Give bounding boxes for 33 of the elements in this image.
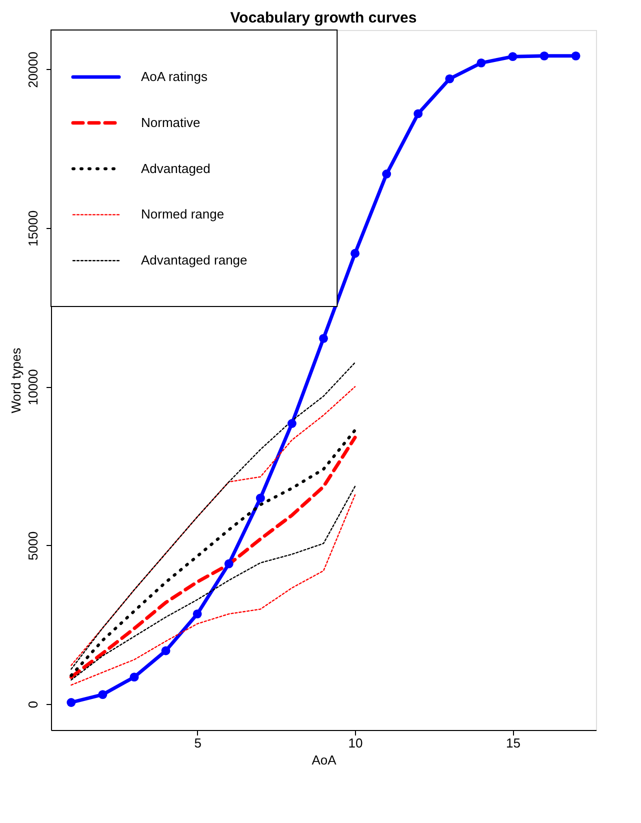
- point: [414, 109, 423, 118]
- legend-label: Advantaged: [141, 160, 210, 176]
- y-axis-title: Word types: [8, 347, 24, 414]
- x-tick-label: 15: [506, 736, 520, 750]
- y-tick-label: 5000: [26, 531, 40, 560]
- point: [192, 609, 202, 618]
- y-tick-label: 20000: [26, 52, 40, 88]
- point: [98, 690, 108, 700]
- point: [571, 51, 580, 60]
- point: [350, 248, 360, 258]
- point: [287, 419, 296, 428]
- point: [319, 334, 328, 343]
- point: [161, 646, 170, 656]
- x-axis-title: AoA: [312, 752, 337, 768]
- legend-label: AoA ratings: [141, 69, 208, 84]
- point: [66, 698, 76, 707]
- legend-label: Normative: [141, 114, 200, 130]
- point: [256, 494, 265, 503]
- y-tick-label: 10000: [26, 369, 40, 406]
- point: [224, 559, 234, 568]
- y-tick-label: 15000: [26, 210, 40, 247]
- y-tick-label: 0: [26, 700, 40, 708]
- legend-label: Normed range: [141, 206, 224, 222]
- point: [382, 170, 392, 178]
- x-tick-label: 10: [348, 736, 363, 750]
- legend-label: Advantaged range: [141, 252, 248, 268]
- point: [476, 58, 486, 68]
- point: [130, 672, 139, 682]
- point: [508, 52, 518, 62]
- chart-title: Vocabulary growth curves: [230, 10, 417, 26]
- x-tick-label: 5: [194, 736, 202, 750]
- point: [540, 51, 549, 60]
- point: [445, 74, 454, 84]
